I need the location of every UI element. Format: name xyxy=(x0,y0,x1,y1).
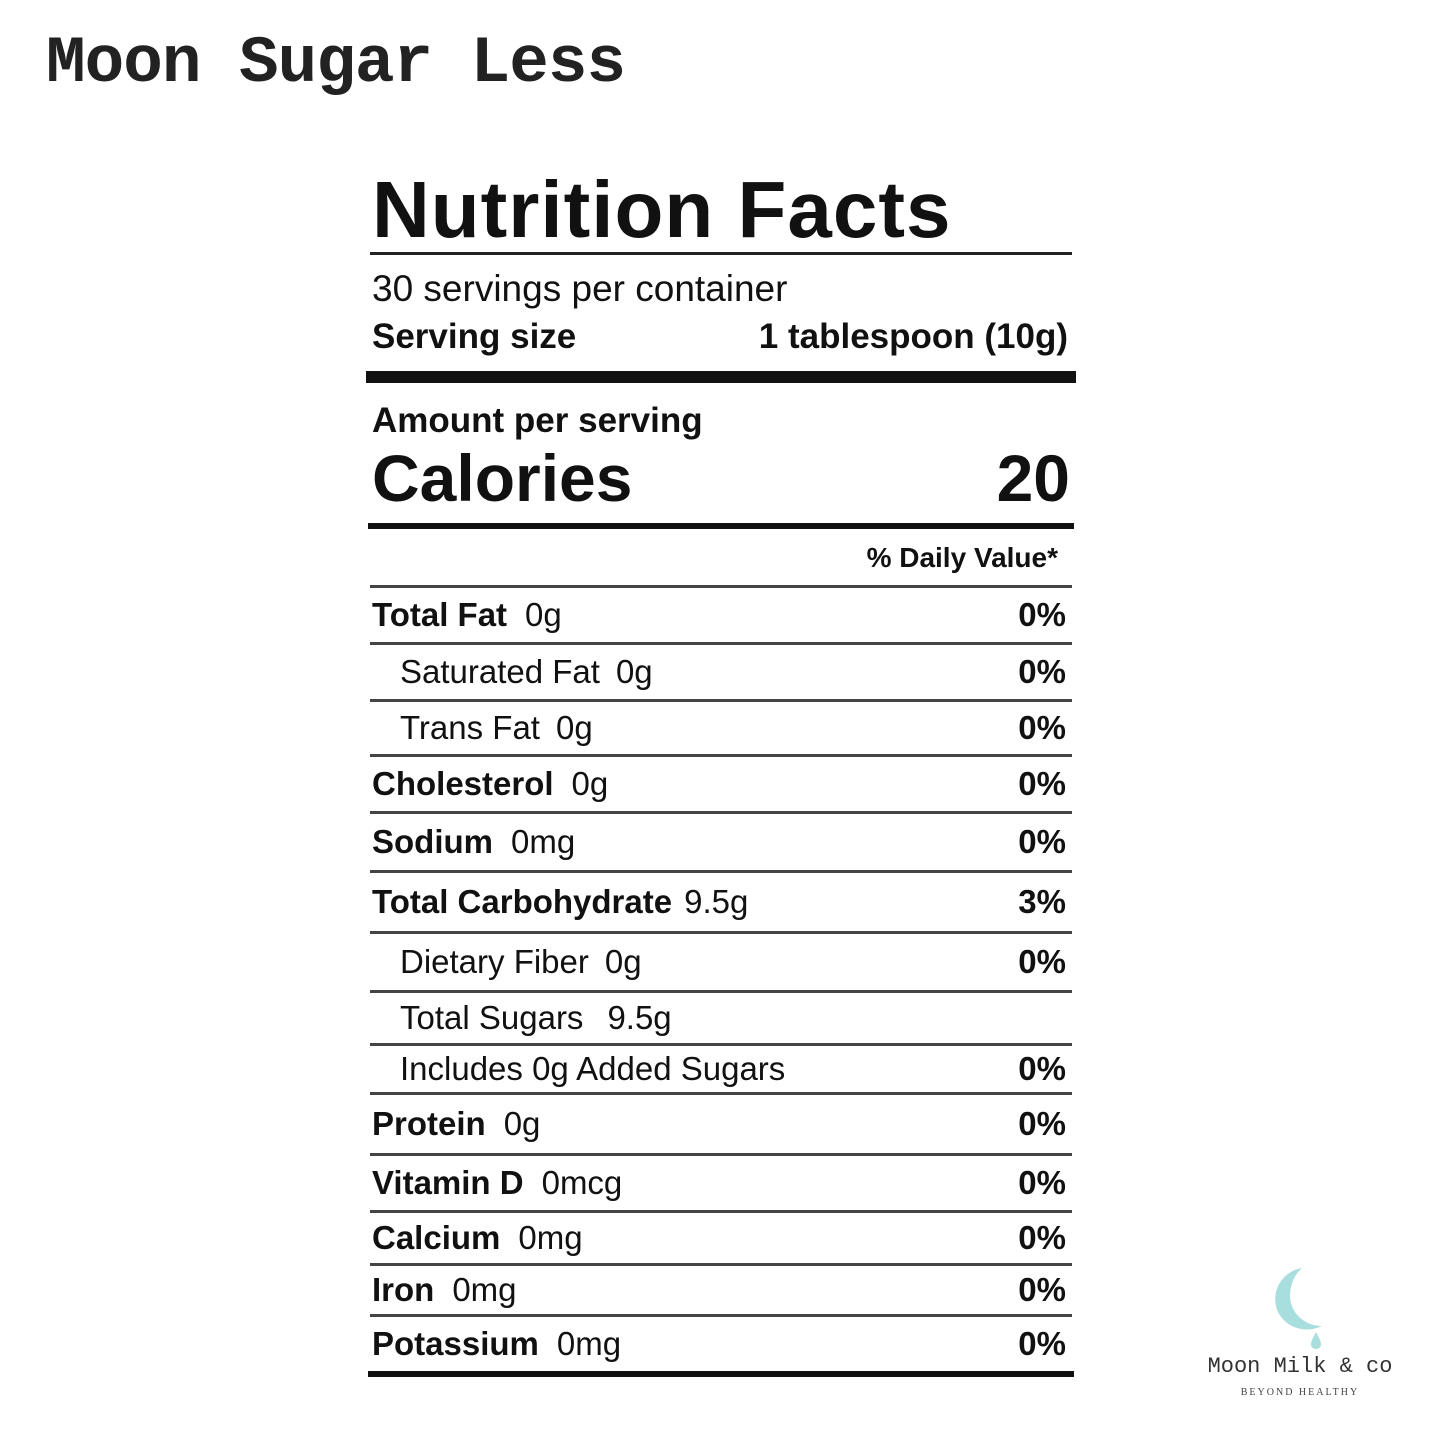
nutrient-amount: 0g xyxy=(555,709,593,746)
nutrient-name: Protein xyxy=(372,1105,486,1142)
nutrient-amount: 0g xyxy=(525,596,562,633)
nutrient-row-total-fat: Total Fat 0g 0% xyxy=(370,585,1072,642)
nutrient-daily-value: 3% xyxy=(1018,883,1066,920)
crescent-moon-droplet-icon xyxy=(1275,1268,1322,1349)
nutrient-amount: 0mg xyxy=(556,1325,622,1362)
nutrient-name: Potassium xyxy=(372,1325,539,1362)
thick-divider xyxy=(366,371,1076,383)
nutrient-daily-value: 0% xyxy=(1018,765,1066,802)
nutrient-row-protein: Protein 0g 0% xyxy=(370,1092,1072,1153)
nutrient-amount: 9.5g xyxy=(607,999,672,1036)
nutrient-name: Total Sugars xyxy=(400,999,584,1036)
nutrient-row-iron: Iron 0mg 0% xyxy=(370,1263,1072,1314)
nutrient-daily-value: 0% xyxy=(1018,1271,1066,1308)
nutrient-daily-value: 0% xyxy=(1018,653,1066,690)
daily-value-header: % Daily Value* xyxy=(866,542,1058,573)
nutrient-amount: 9.5g xyxy=(684,883,749,920)
nutrient-daily-value: 0% xyxy=(1018,596,1066,633)
calories-row: Calories 20 xyxy=(366,441,1076,523)
nutrient-name: Cholesterol xyxy=(372,765,554,802)
nutrient-amount: 0mg xyxy=(452,1271,517,1308)
nutrient-daily-value: 0% xyxy=(1018,943,1066,980)
nutrition-label: Nutrition Facts 30 servings per containe… xyxy=(366,170,1076,1377)
nutrient-row-potassium: Potassium 0mg 0% xyxy=(370,1314,1072,1371)
nutrient-amount: 0g xyxy=(571,765,609,802)
nutrition-facts-title: Nutrition Facts xyxy=(372,165,952,254)
nutrient-name: Calcium xyxy=(372,1219,501,1256)
serving-size-value: 1 tablespoon (10g) xyxy=(758,317,1068,356)
nutrient-row-total-sugars: Total Sugars 9.5g xyxy=(370,990,1072,1043)
nutrient-name: Trans Fat xyxy=(400,709,540,746)
nutrient-amount: 0g xyxy=(503,1105,541,1142)
nutrient-row-cholesterol: Cholesterol 0g 0% xyxy=(370,754,1072,811)
nutrient-name: Includes 0g Added Sugars xyxy=(400,1050,786,1087)
amount-per-serving: Amount per serving xyxy=(372,401,703,440)
nutrient-row-sodium: Sodium 0mg 0% xyxy=(370,811,1072,870)
nutrient-daily-value: 0% xyxy=(1018,1219,1066,1256)
nutrient-amount: 0g xyxy=(604,943,642,980)
nutrient-name: Vitamin D xyxy=(372,1164,524,1201)
nutrient-rows: Total Fat 0g 0% Saturated Fat 0g 0% Trans … xyxy=(370,585,1072,1371)
nutrient-row-vitamin-d: Vitamin D 0mcg 0% xyxy=(370,1153,1072,1210)
brand-logo: Moon Milk & co BEYOND HEALTHY xyxy=(1205,1262,1395,1398)
nutrient-name: Total Fat xyxy=(372,596,508,633)
medium-divider xyxy=(368,523,1074,529)
brand-name: Moon Milk & co xyxy=(1207,1354,1393,1379)
nutrient-name: Dietary Fiber xyxy=(400,943,589,980)
serving-size-row: Serving size 1 tablespoon (10g) xyxy=(366,315,1076,371)
nutrient-row-added-sugars: Includes 0g Added Sugars 0% xyxy=(370,1043,1072,1092)
nutrient-amount: 0mcg xyxy=(541,1164,623,1201)
divider xyxy=(370,252,1072,255)
nutrient-name: Sodium xyxy=(372,823,493,860)
nutrient-amount: 0g xyxy=(615,653,653,690)
nutrient-daily-value: 0% xyxy=(1018,1105,1066,1142)
nutrient-row-trans-fat: Trans Fat 0g 0% xyxy=(370,699,1072,754)
serving-size-label: Serving size xyxy=(372,317,577,356)
nutrient-name: Iron xyxy=(372,1271,435,1308)
nutrient-daily-value: 0% xyxy=(1018,709,1066,746)
nutrient-row-saturated-fat: Saturated Fat 0g 0% xyxy=(370,642,1072,699)
nutrient-amount: 0mg xyxy=(518,1219,583,1256)
servings-per-container: 30 servings per container xyxy=(372,268,788,309)
nutrient-name: Total Carbohydrate xyxy=(372,883,673,920)
nutrient-row-dietary-fiber: Dietary Fiber 0g 0% xyxy=(370,931,1072,990)
brand-tagline: BEYOND HEALTHY xyxy=(1240,1387,1360,1398)
nutrient-daily-value: 0% xyxy=(1018,1050,1066,1087)
calories-label: Calories xyxy=(372,441,633,515)
nutrient-row-total-carbohydrate: Total Carbohydrate 9.5g 3% xyxy=(370,870,1072,931)
nutrient-daily-value: 0% xyxy=(1018,1164,1066,1201)
calories-value: 20 xyxy=(996,441,1070,515)
nutrient-amount: 0mg xyxy=(511,823,576,860)
product-title: Moon Sugar Less xyxy=(46,26,626,101)
nutrient-daily-value: 0% xyxy=(1018,823,1066,860)
nutrient-name: Saturated Fat xyxy=(400,653,600,690)
nutrient-daily-value: 0% xyxy=(1018,1325,1066,1362)
nutrient-row-calcium: Calcium 0mg 0% xyxy=(370,1210,1072,1263)
bottom-divider xyxy=(368,1371,1074,1377)
